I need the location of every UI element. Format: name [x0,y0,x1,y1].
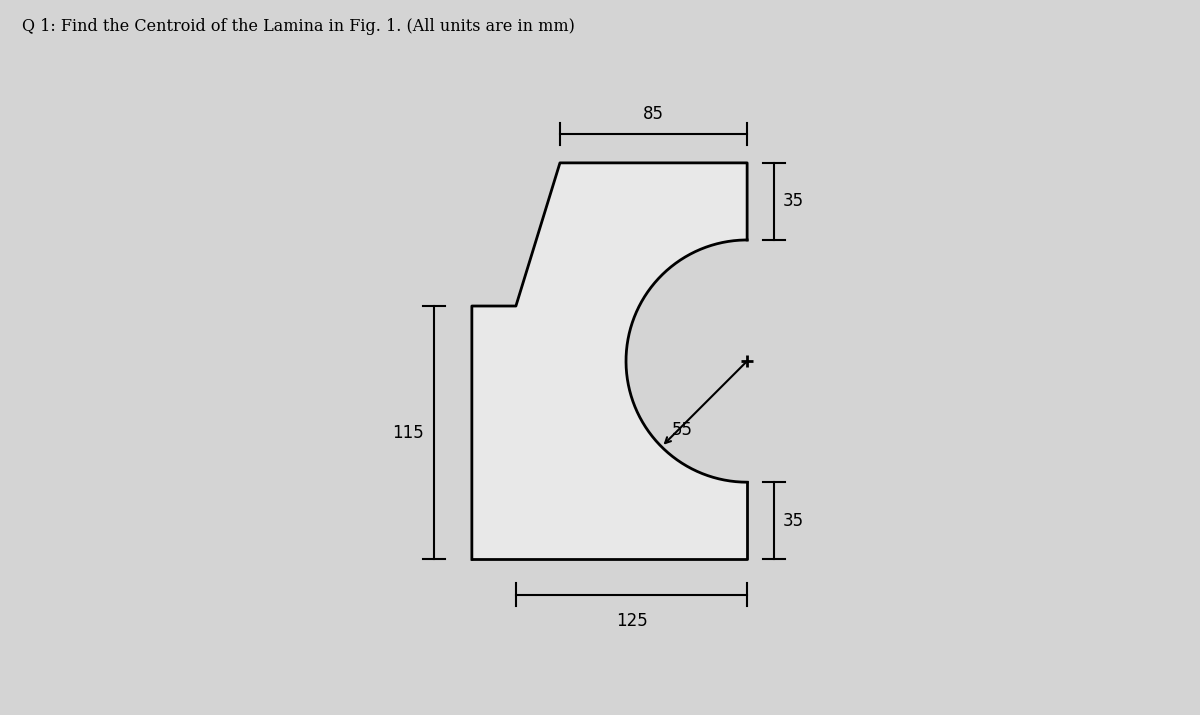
Text: 55: 55 [672,421,692,440]
Text: 115: 115 [391,424,424,442]
Polygon shape [472,163,748,559]
Text: 35: 35 [782,512,804,530]
Text: Q 1: Find the Centroid of the Lamina in Fig. 1. (All units are in mm): Q 1: Find the Centroid of the Lamina in … [22,18,575,35]
Text: 35: 35 [782,192,804,210]
Text: 125: 125 [616,612,647,630]
Text: 85: 85 [643,105,664,123]
